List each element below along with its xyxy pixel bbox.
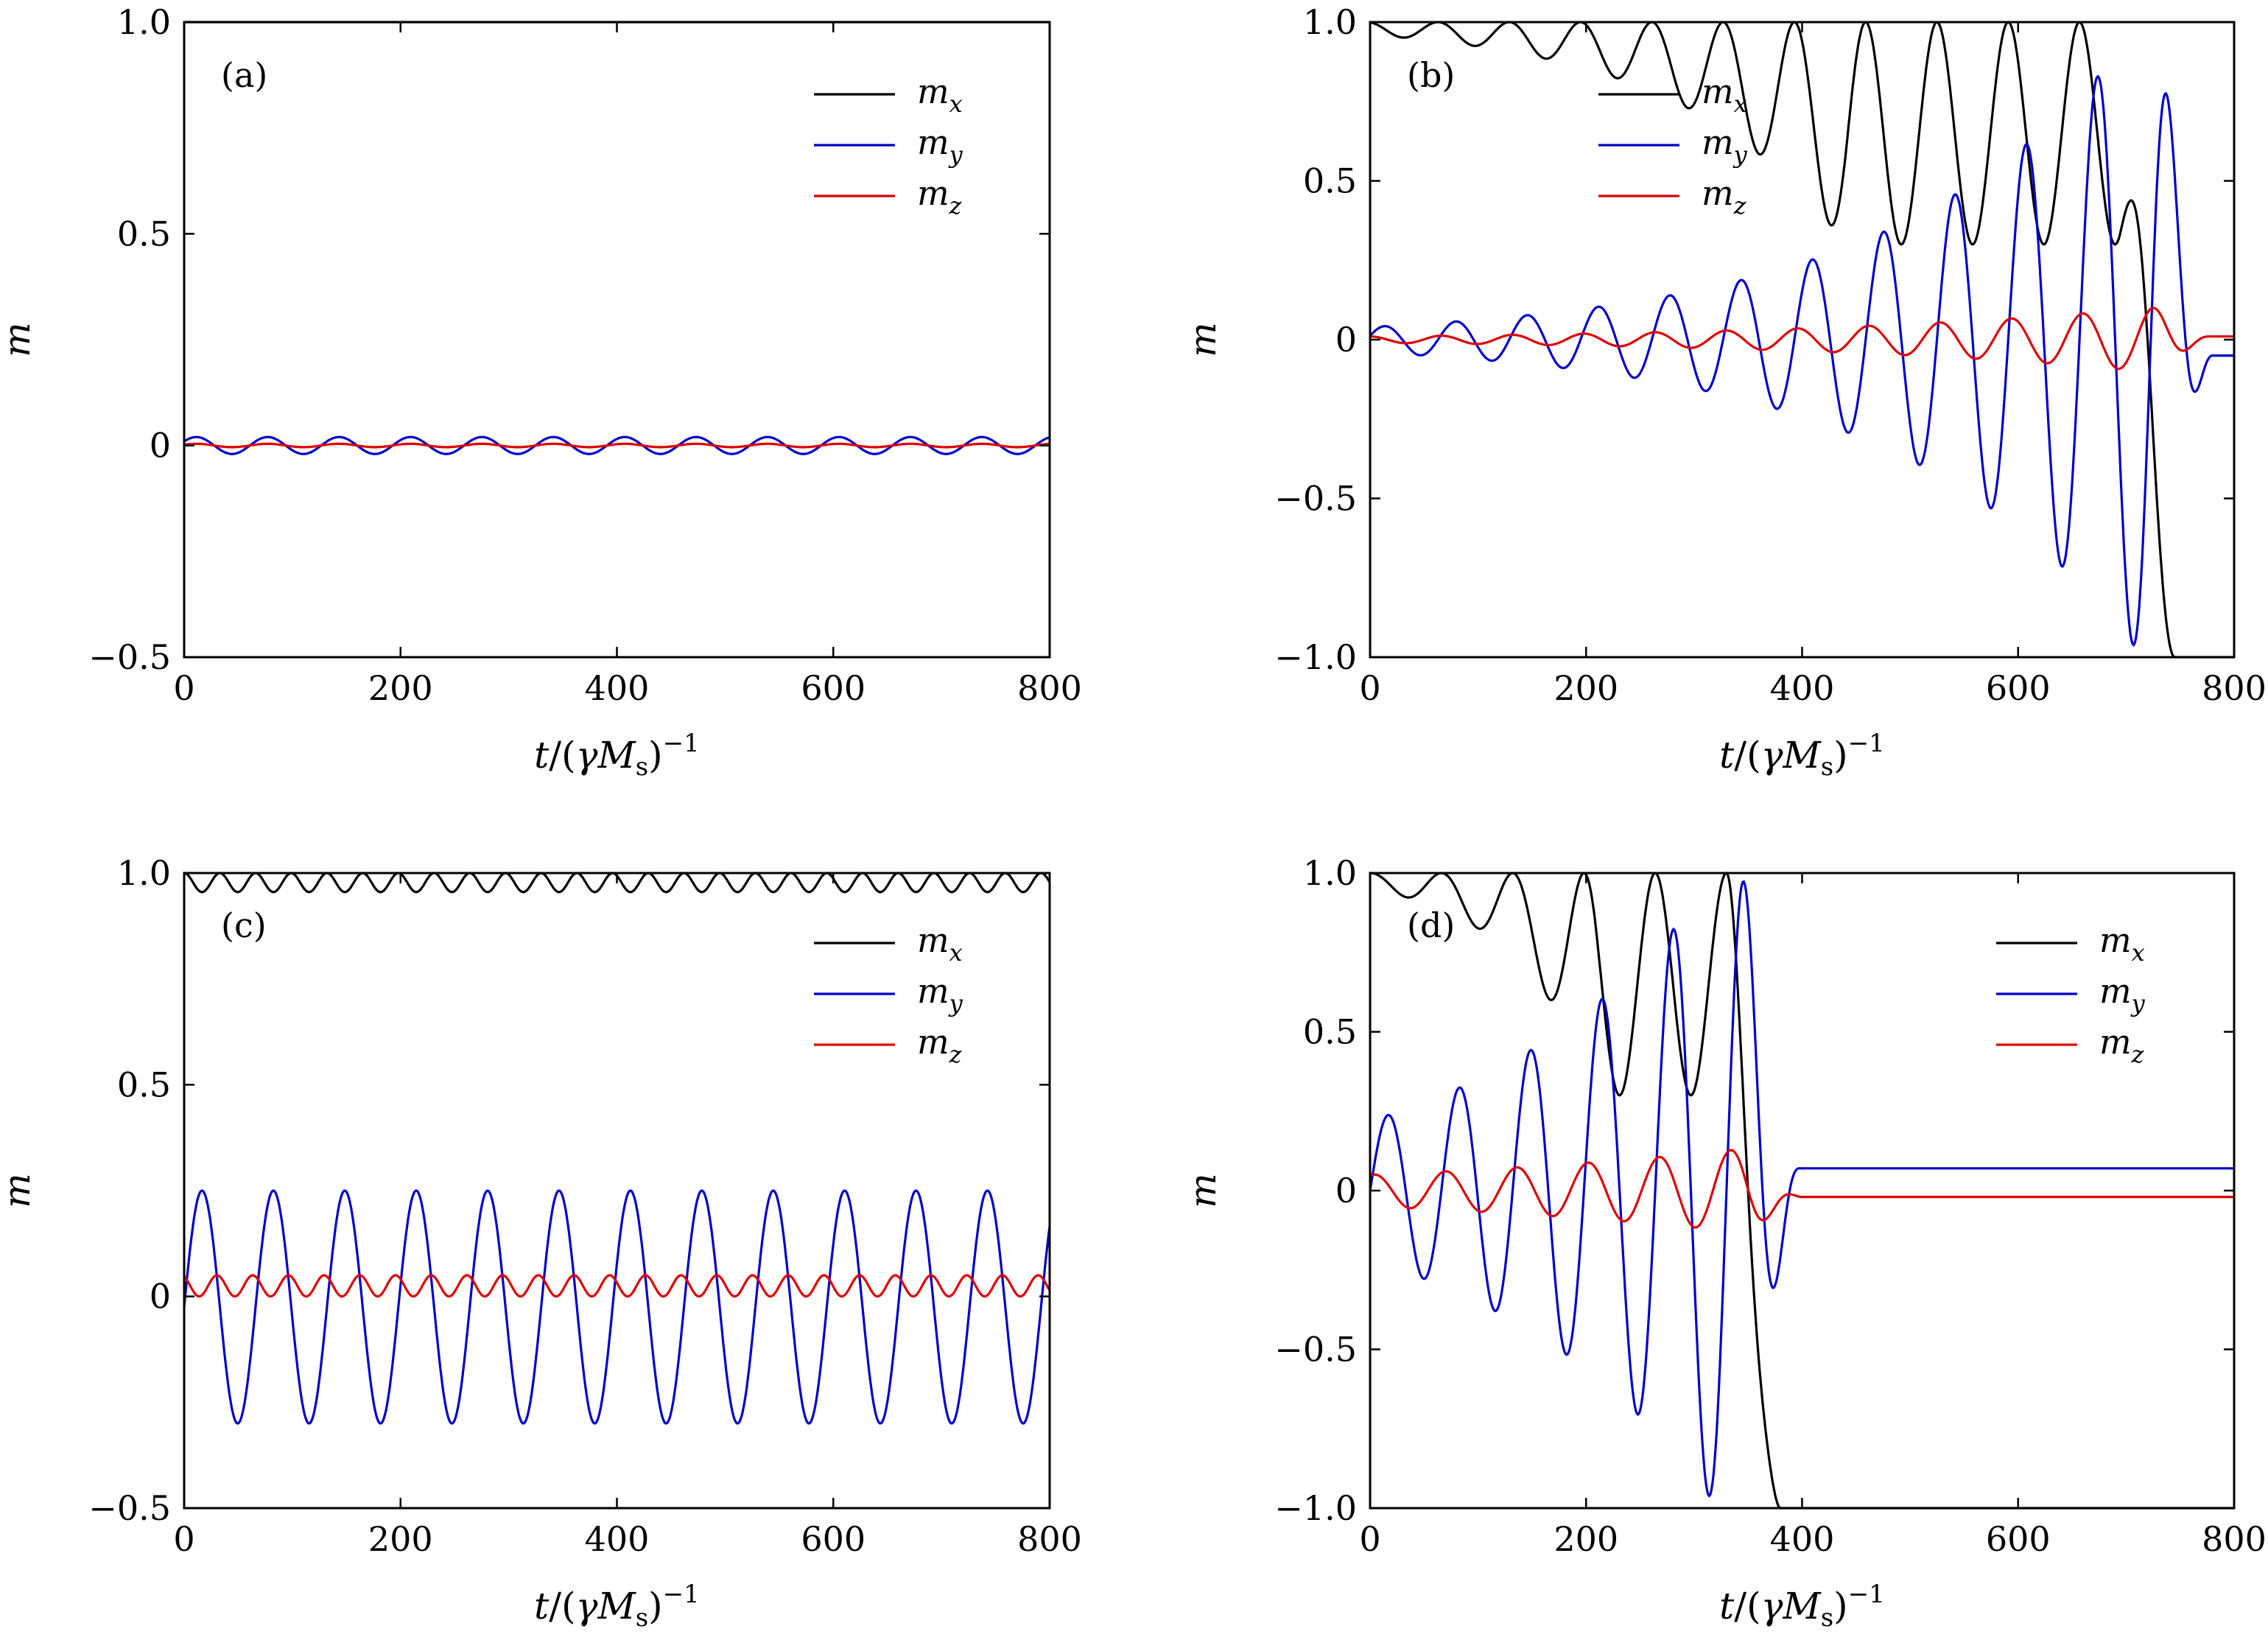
- panel-a-label: (a): [221, 55, 267, 95]
- panel-b-series-mx: [1369, 21, 2234, 659]
- panel-d-xtick-label: 400: [1770, 1519, 1835, 1559]
- panel-a-legend-label-mx: mx: [917, 71, 963, 118]
- panel-b-ylabel: m: [1182, 322, 1224, 357]
- panel-a-series-my: [183, 435, 1050, 455]
- panel-b-ytick-label: 0.5: [1303, 161, 1357, 201]
- panel-b-xlabel-text: t/(γMs)−1: [1719, 729, 1885, 782]
- panel-c-label: (c): [221, 905, 267, 945]
- panel-a-legend-label-my: my: [917, 122, 963, 169]
- panel-a-xtick-label: 0: [173, 668, 194, 708]
- panel-b-xtick-label: 800: [2202, 668, 2267, 708]
- panel-b-ytick-label: −0.5: [1274, 479, 1357, 519]
- panel-d-ytick-label: 0: [1335, 1171, 1357, 1210]
- panel-d-xticks: 0 200 400 600 800: [1359, 873, 2267, 1559]
- panel-d-xtick-label: 600: [1986, 1519, 2051, 1559]
- panel-a-xtick-label: 200: [368, 668, 433, 708]
- panel-a-frame: [183, 21, 1051, 659]
- panel-d-series-mz: [1369, 1149, 2234, 1229]
- panel-a-xtick-label: 800: [1017, 668, 1082, 708]
- panel-a-ytick-label: 0: [150, 426, 171, 466]
- panel-c-xtick-label: 200: [368, 1519, 433, 1559]
- panel-b-xticks: 0 200 400 600 800: [1359, 22, 2267, 708]
- panel-c-ylabel: m: [0, 1173, 38, 1208]
- panel-b-ytick-label: 1.0: [1303, 2, 1357, 42]
- panel-b-xtick-label: 600: [1986, 668, 2051, 708]
- panel-b-ytick-label: −1.0: [1274, 637, 1357, 677]
- panel-a-xlabel-text: t/(γMs)−1: [534, 729, 700, 782]
- panel-b-xtick-label: 200: [1553, 668, 1618, 708]
- panel-c-legend-label-mz: mz: [917, 1022, 963, 1068]
- panel-d-xtick-label: 800: [2202, 1519, 2267, 1559]
- panel-b-ytick-label: 0: [1335, 320, 1357, 360]
- panel-c-ytick-label: 0: [150, 1277, 171, 1317]
- panel-d-series-my: [1369, 880, 2234, 1498]
- panel-b-series-my: [1369, 74, 2234, 647]
- panel-c-xlabel: t/(γMs)−1: [534, 1580, 700, 1633]
- panel-c-legend-label-my: my: [917, 971, 963, 1017]
- panel-d-yticks: −1.0 −0.5 0 0.5 1.0: [1274, 853, 2234, 1528]
- panel-b: 0 200 400 600 800 −1.0 −0.5 0 0.5 1.0 (b) mxmymz…: [1182, 2, 2267, 782]
- panel-d-legend-label-mz: mz: [2099, 1022, 2145, 1068]
- panel-d-xtick-label: 0: [1359, 1519, 1380, 1559]
- panel-d-xtick-label: 200: [1553, 1519, 1618, 1559]
- panel-d-ylabel: m: [1182, 1173, 1224, 1208]
- panel-b-legend-label-mx: mx: [1702, 71, 1747, 118]
- panel-c-ytick-label: −0.5: [88, 1488, 171, 1528]
- panel-c-ytick-label: 1.0: [117, 853, 171, 893]
- panel-b-series-mz: [1370, 306, 2234, 371]
- panel-c-xticks: 0 200 400 600 800: [173, 873, 1082, 1559]
- panel-d-ytick-label: 1.0: [1303, 853, 1357, 893]
- panel-b-label: (b): [1407, 55, 1455, 95]
- panel-a-ytick-label: 0.5: [117, 214, 171, 253]
- panel-b-legend-label-mz: mz: [1702, 173, 1747, 220]
- panel-a-ylabel: m: [0, 322, 38, 357]
- panel-a-xtick-label: 600: [801, 668, 866, 708]
- panel-b-yticks: −1.0 −0.5 0 0.5 1.0: [1274, 2, 2234, 677]
- panel-b-legend-label-my: my: [1702, 122, 1748, 169]
- panel-c-legend-label-mx: mx: [917, 920, 963, 967]
- panel-b-curves: [1369, 21, 2234, 659]
- panel-c-yticks: −0.5 0 0.5 1.0: [88, 853, 1050, 1528]
- panel-a-xtick-label: 400: [585, 668, 650, 708]
- panel-d-curves: [1369, 872, 2234, 1510]
- panel-b-xtick-label: 0: [1359, 668, 1380, 708]
- panel-c-series-mz: [183, 1274, 1051, 1298]
- panel-a-legend-label-mz: mz: [917, 173, 963, 220]
- panel-a-xlabel: t/(γMs)−1: [534, 729, 700, 782]
- panel-d-xlabel-text: t/(γMs)−1: [1719, 1580, 1885, 1633]
- panel-c-series-my: [183, 1189, 1051, 1425]
- panel-d-ytick-label: 0.5: [1303, 1012, 1357, 1052]
- panel-b-xtick-label: 400: [1770, 668, 1835, 708]
- panel-a-yticks: −0.5 0 0.5 1.0: [88, 2, 1050, 677]
- panel-b-xlabel: t/(γMs)−1: [1719, 729, 1885, 782]
- panel-d-xlabel: t/(γMs)−1: [1719, 1580, 1885, 1633]
- panel-d-ytick-label: −1.0: [1274, 1488, 1357, 1528]
- panel-c-ytick-label: 0.5: [117, 1065, 171, 1104]
- panel-d-ytick-label: −0.5: [1274, 1330, 1357, 1370]
- panel-a-ytick-label: −0.5: [88, 637, 171, 677]
- panel-c-xtick-label: 400: [585, 1519, 650, 1559]
- panel-c-xlabel-text: t/(γMs)−1: [534, 1580, 700, 1633]
- panel-c-xtick-label: 0: [173, 1519, 194, 1559]
- panel-a-series-mz: [183, 442, 1050, 449]
- panel-d-legend-label-my: my: [2099, 971, 2146, 1017]
- panel-a-xticks: 0 200 400 600 800: [173, 22, 1082, 708]
- panel-d-legend-label-mx: mx: [2099, 920, 2145, 967]
- panel-d-label: (d): [1407, 905, 1455, 945]
- panel-a-ytick-label: 1.0: [117, 2, 171, 42]
- panel-c-xtick-label: 800: [1017, 1519, 1082, 1559]
- panel-c-xtick-label: 600: [801, 1519, 866, 1559]
